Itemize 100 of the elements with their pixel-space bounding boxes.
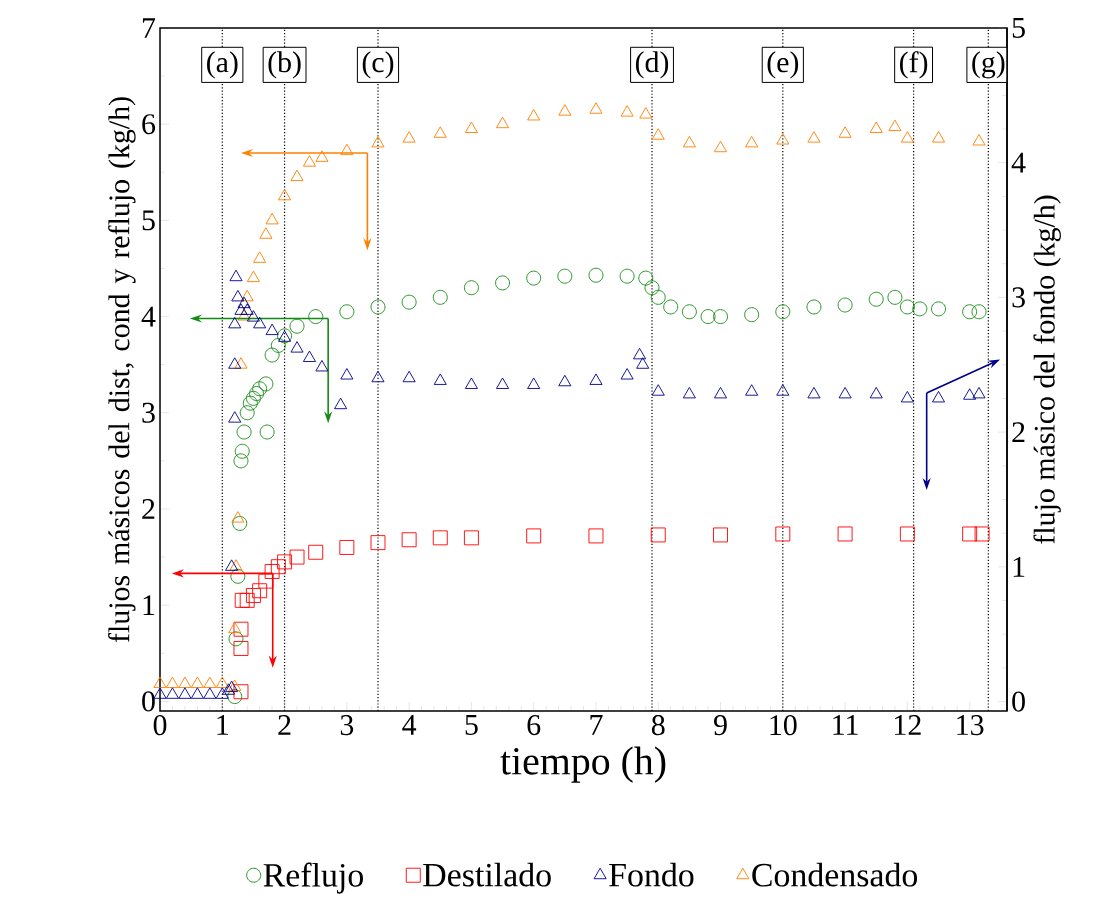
point bbox=[289, 549, 305, 565]
point bbox=[339, 304, 355, 320]
point bbox=[714, 386, 728, 399]
point bbox=[371, 135, 385, 148]
point bbox=[972, 134, 986, 146]
y2-tick-label: 4 bbox=[1011, 152, 1026, 173]
point bbox=[931, 301, 946, 317]
y2-tick-label: 5 bbox=[1012, 18, 1025, 38]
point bbox=[713, 527, 728, 543]
point bbox=[682, 386, 696, 399]
point bbox=[620, 105, 634, 117]
y2-tick-label: 1 bbox=[1013, 556, 1025, 577]
point bbox=[972, 386, 986, 399]
y2-tick-label: 3 bbox=[1012, 287, 1025, 308]
x-tick-label: 5 bbox=[465, 715, 478, 735]
legend-label: Condensado bbox=[752, 862, 918, 887]
y-tick-label: 5 bbox=[142, 210, 155, 231]
point bbox=[228, 357, 242, 369]
point bbox=[371, 370, 385, 383]
point bbox=[290, 341, 304, 353]
y2-tick-label: 0 bbox=[1012, 691, 1025, 712]
point bbox=[589, 102, 603, 114]
point bbox=[807, 131, 821, 143]
x-tick-label: 4 bbox=[402, 715, 417, 735]
ref-line-label: (f) bbox=[899, 51, 928, 79]
point bbox=[775, 304, 791, 320]
point bbox=[558, 104, 572, 116]
point bbox=[776, 384, 790, 396]
point bbox=[463, 530, 479, 546]
point bbox=[203, 687, 217, 699]
y-tick-label: 1 bbox=[143, 595, 155, 616]
point bbox=[775, 526, 791, 542]
point bbox=[308, 309, 324, 325]
point bbox=[401, 532, 417, 548]
point bbox=[463, 280, 479, 296]
ref-line-label: (a) bbox=[207, 51, 238, 79]
point bbox=[651, 128, 665, 140]
point bbox=[240, 289, 254, 302]
point bbox=[900, 131, 914, 143]
point bbox=[233, 621, 249, 637]
point bbox=[589, 373, 603, 385]
point bbox=[963, 388, 977, 400]
y-tick-label: 2 bbox=[142, 499, 155, 519]
y2-axis-title: flujo másico del fondo (kg/h) bbox=[1033, 195, 1061, 544]
point bbox=[744, 307, 760, 323]
point bbox=[259, 227, 273, 239]
point bbox=[682, 135, 696, 148]
x-tick-label: 10 bbox=[770, 715, 797, 736]
point bbox=[962, 304, 978, 320]
point bbox=[837, 297, 853, 313]
point bbox=[619, 268, 635, 284]
point bbox=[228, 316, 242, 329]
point bbox=[339, 540, 355, 555]
point bbox=[869, 386, 883, 399]
point bbox=[258, 573, 274, 589]
x-tick-label: 7 bbox=[590, 715, 603, 735]
point bbox=[370, 299, 386, 315]
point bbox=[433, 373, 447, 385]
point bbox=[639, 107, 653, 119]
point bbox=[900, 391, 914, 403]
point bbox=[334, 397, 348, 410]
point bbox=[806, 299, 822, 315]
point bbox=[225, 559, 239, 571]
point bbox=[242, 395, 258, 411]
point bbox=[495, 275, 510, 291]
point bbox=[245, 588, 261, 603]
legend-label: Fondo bbox=[609, 862, 694, 887]
point bbox=[302, 350, 316, 362]
point bbox=[745, 384, 759, 396]
point bbox=[234, 592, 250, 608]
point bbox=[496, 377, 510, 389]
point bbox=[620, 368, 634, 380]
point bbox=[228, 631, 244, 647]
point bbox=[644, 280, 660, 296]
point bbox=[252, 583, 268, 599]
point bbox=[526, 270, 542, 286]
point bbox=[270, 337, 286, 353]
point bbox=[633, 347, 647, 360]
x-tick-label: 2 bbox=[278, 715, 291, 735]
point bbox=[370, 535, 386, 551]
point bbox=[496, 116, 510, 129]
ref-line-label: (e) bbox=[767, 51, 799, 79]
point bbox=[315, 150, 329, 162]
x-tick-label: 6 bbox=[527, 715, 541, 736]
point bbox=[807, 386, 821, 399]
point bbox=[232, 515, 248, 531]
x-tick-label: 11 bbox=[833, 715, 858, 735]
x-tick-label: 12 bbox=[895, 715, 921, 735]
point bbox=[278, 188, 292, 201]
point bbox=[249, 386, 264, 401]
point bbox=[190, 687, 204, 699]
point bbox=[228, 411, 242, 423]
y-tick-label: 4 bbox=[141, 306, 156, 327]
point bbox=[432, 289, 448, 305]
y-tick-label: 3 bbox=[142, 402, 155, 423]
y-tick-label: 7 bbox=[142, 18, 156, 38]
point bbox=[215, 687, 229, 699]
point bbox=[402, 131, 416, 143]
point bbox=[234, 443, 250, 459]
point bbox=[651, 384, 665, 396]
